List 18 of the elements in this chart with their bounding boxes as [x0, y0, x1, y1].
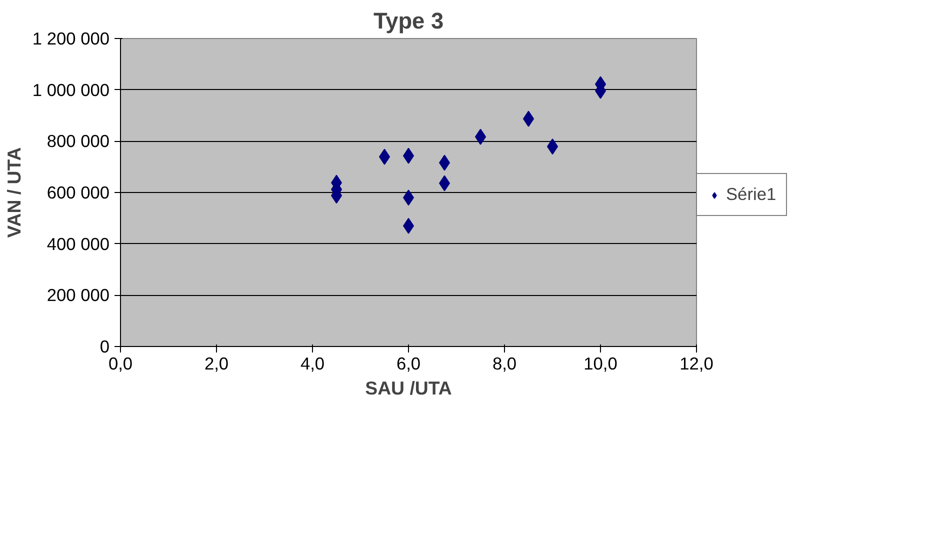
x-tick-label: 10,0	[584, 354, 618, 374]
x-tick-label: 4,0	[300, 354, 325, 374]
x-tick-label: 2,0	[204, 354, 229, 374]
y-tick-label: 200 000	[46, 285, 110, 306]
x-tick-label: 8,0	[492, 354, 517, 374]
x-tick-label: 6,0	[396, 354, 421, 374]
y-axis-title: VAN / UTA	[3, 147, 24, 238]
y-tick-label: 400 000	[46, 234, 110, 254]
y-tick-label: 1 200 000	[32, 28, 110, 48]
y-tick-label: 800 000	[46, 131, 110, 152]
x-tick-label: 0,0	[108, 354, 133, 374]
legend-label: Série1	[726, 184, 776, 205]
x-axis-title: SAU /UTA	[365, 378, 452, 398]
y-tick-label: 1 000 000	[32, 80, 110, 100]
x-tick-label: 12,0	[680, 354, 714, 374]
chart-title: Type 3	[373, 8, 444, 34]
y-tick-label: 600 000	[46, 182, 110, 202]
y-tick-label: 0	[100, 336, 110, 356]
